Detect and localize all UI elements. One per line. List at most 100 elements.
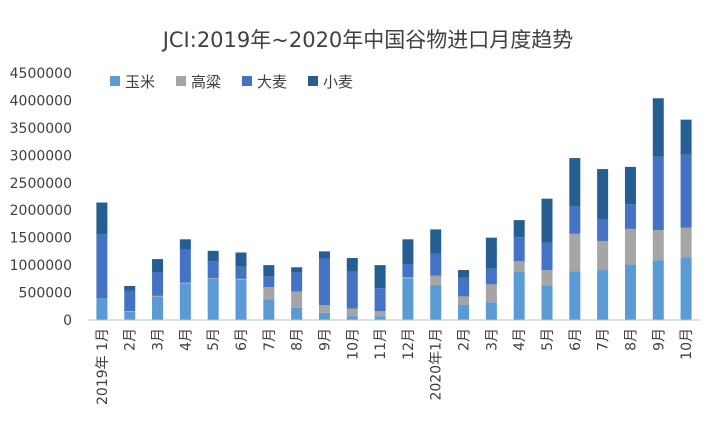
bar-segment	[430, 284, 442, 320]
bar-segment	[402, 277, 414, 279]
legend-label: 小麦	[323, 73, 353, 91]
bar-segment	[597, 270, 609, 320]
x-tick-label: 5月	[206, 328, 222, 351]
bar-segment	[291, 272, 303, 292]
bar-segment	[513, 261, 525, 272]
y-tick-label: 3000000	[10, 148, 72, 164]
bar-segment	[430, 229, 442, 254]
bar-segment	[291, 267, 303, 273]
legend-swatch	[308, 76, 318, 86]
bar-segment	[235, 279, 247, 320]
x-tick-label: 8月	[290, 328, 306, 351]
bar-segment	[152, 272, 164, 296]
x-tick-label: 2月	[457, 328, 473, 351]
legend-swatch	[242, 76, 252, 86]
bar-segment	[680, 119, 692, 155]
bar-segment	[96, 234, 108, 299]
bar-segment	[207, 278, 219, 279]
x-tick-label: 2019年 1月	[95, 328, 111, 405]
bar-segment	[374, 316, 386, 320]
x-tick-label: 6月	[568, 328, 584, 351]
y-tick-label: 1000000	[10, 258, 72, 274]
y-tick-label: 4000000	[10, 93, 72, 109]
bar-segment	[430, 253, 442, 276]
bar-segment	[624, 264, 636, 320]
bar-segment	[263, 287, 275, 300]
bar-segment	[569, 206, 581, 234]
x-tick-label: 2020年1月	[429, 328, 445, 401]
bar-segment	[485, 237, 497, 269]
bar-segment	[207, 278, 219, 320]
x-tick-label: 2月	[123, 328, 139, 351]
bar-segment	[346, 308, 358, 317]
bar-segment	[152, 296, 164, 320]
legend-label: 大麦	[257, 73, 287, 91]
bar-segment	[513, 220, 525, 238]
bar-segment	[652, 98, 664, 157]
bar-segment	[402, 239, 414, 265]
bar-segment	[458, 277, 470, 297]
bar-segment	[124, 290, 136, 312]
y-tick-label: 500000	[19, 286, 72, 302]
x-tick-label: 8月	[623, 328, 639, 351]
bar-segment	[430, 275, 442, 285]
bar-segment	[513, 271, 525, 320]
x-tick-label: 9月	[317, 328, 333, 351]
bar-segment	[263, 299, 275, 320]
bar-segment	[541, 270, 553, 286]
bar-segment	[124, 285, 136, 291]
bar-segment	[624, 166, 636, 205]
bar-segment	[124, 311, 136, 312]
bar-segment	[318, 312, 330, 320]
bar-segment	[346, 257, 358, 272]
bar-segment	[235, 252, 247, 267]
bar-segment	[374, 265, 386, 289]
bar-segment	[318, 251, 330, 259]
x-tick-label: 3月	[151, 328, 167, 351]
legend-swatch	[110, 76, 120, 86]
bar-segment	[124, 311, 136, 320]
x-tick-label: 7月	[262, 328, 278, 351]
bar-segment	[96, 202, 108, 235]
bar-segment	[374, 288, 386, 312]
bar-segment	[263, 276, 275, 288]
bar-segment	[263, 265, 275, 277]
x-tick-label: 10月	[345, 328, 361, 360]
x-tick-label: 9月	[651, 328, 667, 351]
bar-segment	[680, 227, 692, 258]
bar-segment	[402, 264, 414, 278]
bar-segment	[569, 158, 581, 207]
bar-segment	[458, 304, 470, 320]
bar-segment	[179, 283, 191, 320]
bar-segment	[207, 250, 219, 262]
legend-swatch	[176, 76, 186, 86]
bar-segment	[458, 270, 470, 278]
bar-segment	[179, 239, 191, 250]
bar-segment	[597, 169, 609, 220]
bar-segment	[652, 229, 664, 261]
y-tick-label: 2500000	[10, 176, 72, 192]
x-tick-label: 7月	[596, 328, 612, 351]
bar-segment	[291, 307, 303, 320]
bar-segment	[96, 298, 108, 320]
bar-segment	[152, 295, 164, 297]
legend-label: 玉米	[125, 73, 155, 91]
legend: 玉米 高粱 大麦 小麦	[110, 73, 353, 91]
bar-segment	[680, 257, 692, 320]
bar-segment	[207, 261, 219, 279]
y-tick-label: 1500000	[10, 231, 72, 247]
bar-segment	[569, 271, 581, 320]
bar-segment	[541, 285, 553, 320]
x-tick-label: 5月	[540, 328, 556, 351]
bar-segment	[318, 258, 330, 306]
x-tick-label: 12月	[401, 328, 417, 360]
bar-segment	[652, 156, 664, 230]
bar-segment	[485, 302, 497, 320]
chart-title: JCI:2019年~2020年中国谷物进口月度趋势	[161, 28, 574, 52]
bar-segment	[624, 204, 636, 229]
bar-segment	[597, 219, 609, 241]
bar-segment	[318, 305, 330, 313]
y-tick-label: 0	[63, 313, 72, 329]
bar-segment	[346, 271, 358, 309]
